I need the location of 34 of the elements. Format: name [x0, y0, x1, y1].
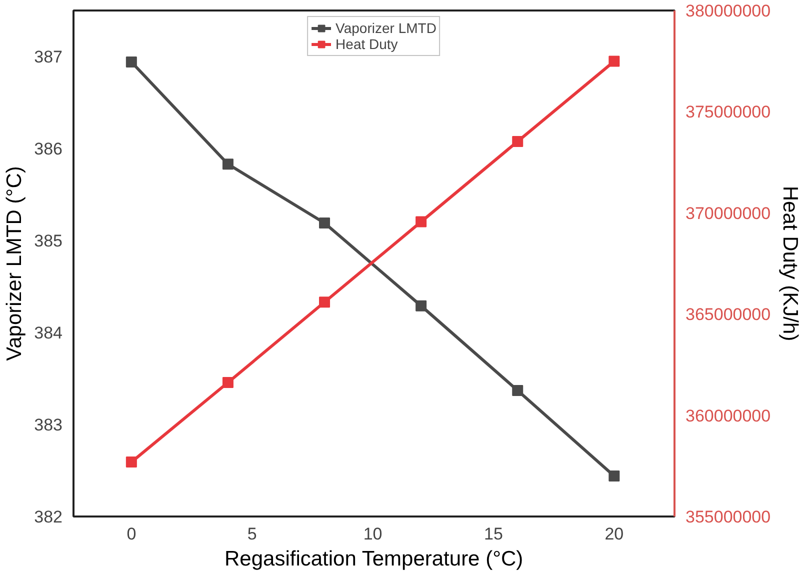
x-tick-label: 5: [247, 524, 257, 544]
y2-tick-label: 370000000: [686, 204, 771, 223]
y2-tick-label: 375000000: [686, 102, 771, 122]
y2-tick-label: 360000000: [686, 406, 771, 426]
point: [319, 218, 330, 229]
y-tick-label: 384: [34, 324, 63, 342]
y-tick-label: 382: [34, 508, 63, 526]
point: [222, 377, 234, 388]
x-axis-title: Regasification Temperature (°C): [224, 548, 524, 570]
legend-label: Vaporizer LMTD: [336, 20, 436, 36]
point: [512, 384, 524, 396]
y2-tick-label: 380000000: [686, 2, 771, 20]
y2-tick-label: 355000000: [686, 508, 771, 526]
point: [512, 136, 524, 147]
point: [608, 56, 620, 67]
x-tick-label: 10: [363, 524, 382, 544]
y-tick-label: 387: [34, 48, 63, 66]
point: [222, 158, 234, 170]
legend-label: Heat Duty: [336, 36, 398, 52]
point: [608, 470, 620, 482]
y-axis-title: Vaporizer LMTD (°C): [3, 166, 26, 361]
x-tick-label: 0: [126, 524, 136, 544]
y2-tick-label: 365000000: [686, 305, 771, 324]
y-tick-label: 385: [34, 232, 63, 250]
point: [126, 56, 137, 68]
point: [416, 216, 427, 228]
x-tick-label: 15: [484, 524, 503, 544]
y-tick-label: 386: [34, 140, 63, 158]
y2-axis-title: Heat Duty (KJ/h): [778, 186, 802, 342]
point: [319, 296, 330, 308]
point: [126, 456, 137, 468]
y-tick-label: 383: [34, 416, 63, 434]
x-tick-label: 20: [604, 524, 624, 544]
point: [416, 300, 427, 312]
